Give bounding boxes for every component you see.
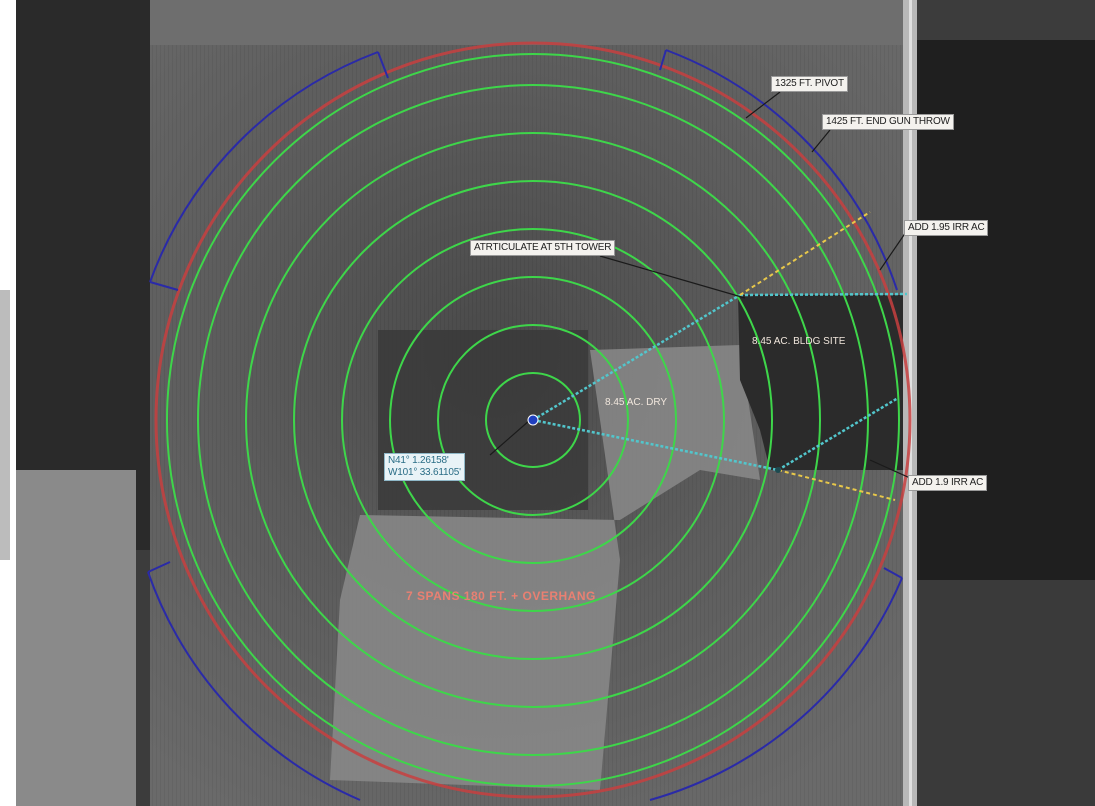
west-dark-field	[16, 0, 156, 550]
span-ring-1	[485, 372, 581, 468]
pivot-coordinates-label: N41° 1.26158' W101° 33.61105'	[384, 453, 465, 481]
span-ring-7	[197, 84, 869, 756]
spans-label: 7 SPANS 180 FT. + OVERHANG	[406, 589, 596, 603]
articulation-lines	[532, 292, 908, 472]
north-field-strip	[150, 0, 910, 45]
span-ring-8	[166, 53, 900, 787]
end-gun-arc-ne	[665, 49, 898, 291]
span-ring-6	[245, 132, 821, 708]
end-gun-arcs	[147, 49, 903, 801]
span-ring-5	[293, 180, 773, 660]
leader-lines	[489, 91, 911, 479]
end-gun-throw-label: 1425 FT. END GUN THROW	[822, 114, 954, 130]
left-edge-bar	[0, 290, 10, 560]
dry-acres-label: 8.45 AC. DRY	[605, 397, 668, 408]
span-ring-2	[437, 324, 629, 516]
west-light-field	[16, 470, 136, 806]
building-site-label: 8.45 AC. BLDG SITE	[752, 336, 846, 347]
coord-latitude: N41° 1.26158'	[388, 455, 449, 466]
articulation-point	[775, 467, 781, 473]
end-gun-arc-se	[649, 577, 903, 801]
add-irr-acres-top-label: ADD 1.95 IRR AC	[904, 220, 989, 236]
add-irr-acres-bottom-label: ADD 1.9 IRR AC	[908, 475, 988, 491]
end-gun-arc-sw	[147, 571, 361, 801]
dark-inner-square	[378, 330, 588, 510]
building-site-area	[738, 295, 905, 470]
pivot-throw-circle	[154, 41, 912, 799]
corner-lines	[739, 211, 896, 501]
articulate-label: ATRTICULATE AT 5TH TOWER	[470, 240, 616, 256]
end-gun-arc-nw	[149, 51, 379, 283]
east-dark-field	[916, 40, 1095, 600]
east-lower-field	[916, 580, 1095, 806]
span-ring-3	[389, 276, 677, 564]
span-ring-4	[341, 228, 725, 612]
pivot-length-label: 1325 FT. PIVOT	[771, 76, 848, 92]
coord-longitude: W101° 33.61105'	[388, 467, 461, 478]
span-rings	[166, 53, 900, 787]
light-parcel	[330, 345, 760, 790]
pivot-point	[527, 414, 539, 426]
